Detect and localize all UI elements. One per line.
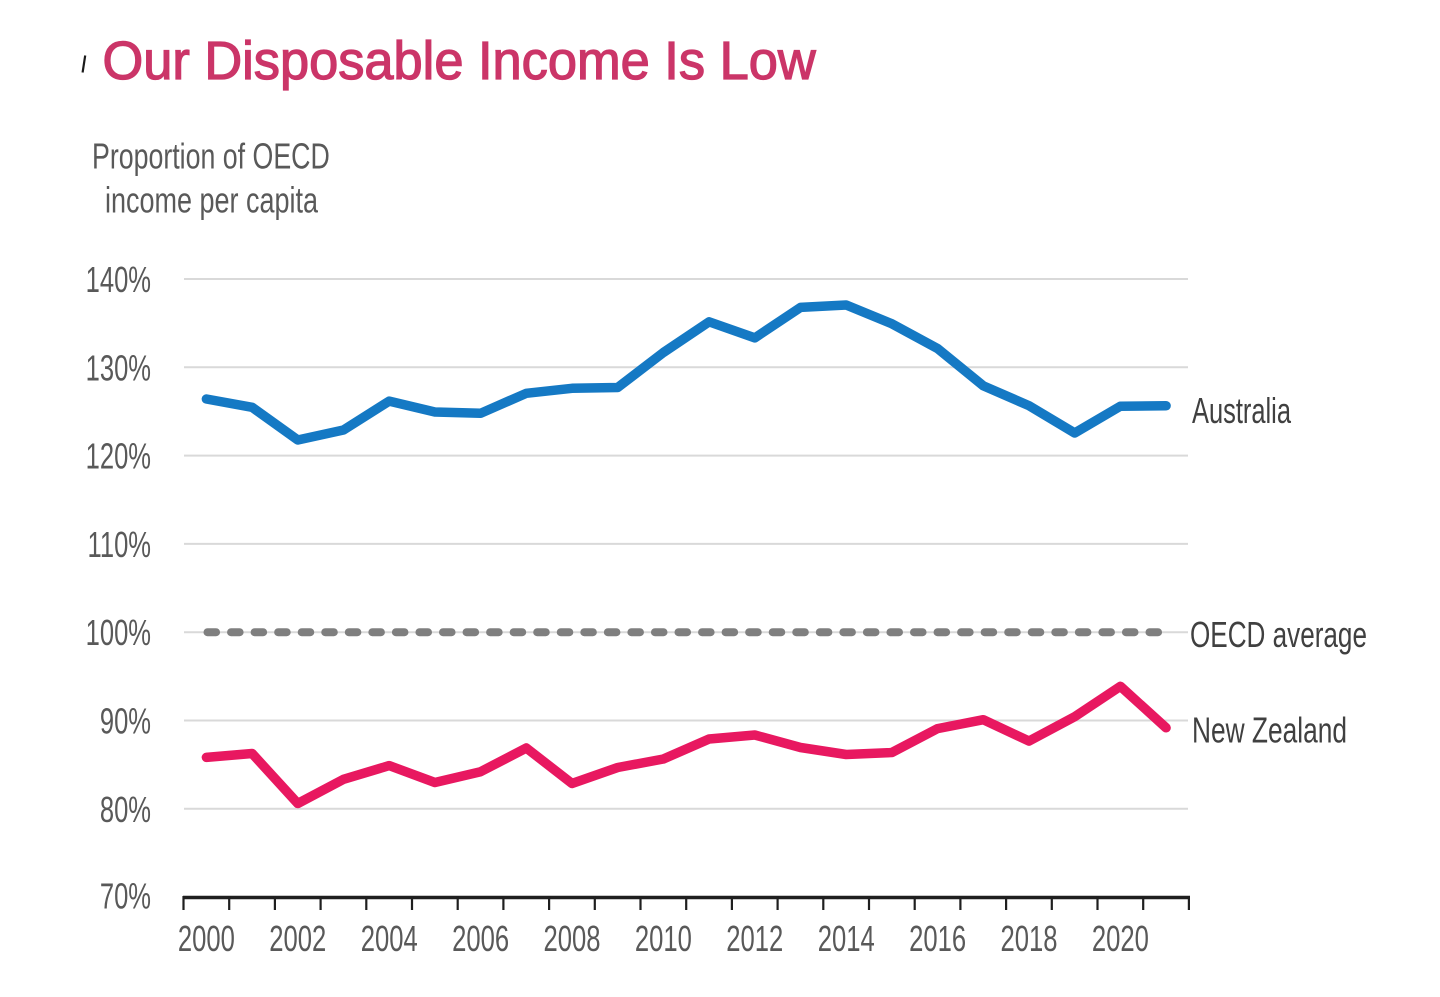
svg-text:2012: 2012 <box>726 919 783 959</box>
svg-text:70%: 70% <box>100 876 151 916</box>
svg-text:New Zealand: New Zealand <box>1192 709 1347 750</box>
svg-text:2014: 2014 <box>818 919 875 959</box>
svg-text:100%: 100% <box>86 613 151 653</box>
svg-text:2002: 2002 <box>269 919 326 959</box>
svg-text:Proportion of OECD: Proportion of OECD <box>92 136 330 177</box>
svg-text:income per capita: income per capita <box>105 180 318 221</box>
svg-text:2016: 2016 <box>909 919 966 959</box>
svg-text:140%: 140% <box>86 260 151 300</box>
svg-text:2008: 2008 <box>544 919 601 959</box>
svg-text:80%: 80% <box>100 790 151 830</box>
svg-text:90%: 90% <box>100 701 151 741</box>
svg-text:2010: 2010 <box>635 919 692 959</box>
svg-text:120%: 120% <box>86 436 151 476</box>
svg-text:2004: 2004 <box>361 919 418 959</box>
svg-text:2020: 2020 <box>1092 919 1149 959</box>
svg-text:2018: 2018 <box>1001 919 1058 959</box>
svg-text:OECD average: OECD average <box>1190 615 1367 655</box>
svg-text:Australia: Australia <box>1192 391 1292 431</box>
svg-text:110%: 110% <box>88 525 151 565</box>
svg-text:2000: 2000 <box>178 919 235 959</box>
svg-text:130%: 130% <box>86 348 151 388</box>
svg-text:Our Disposable Income Is Low: Our Disposable Income Is Low <box>103 31 817 91</box>
svg-text:2006: 2006 <box>452 919 509 959</box>
